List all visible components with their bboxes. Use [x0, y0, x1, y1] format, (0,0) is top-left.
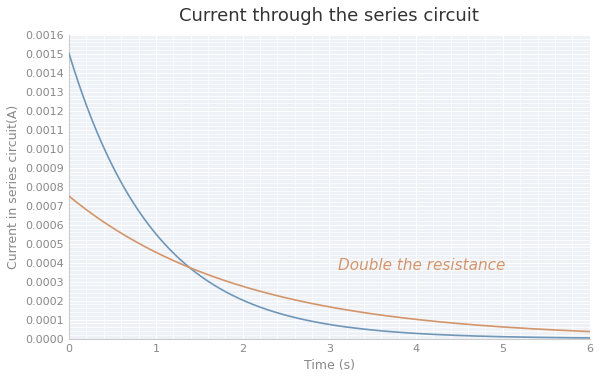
- X-axis label: Time (s): Time (s): [304, 359, 355, 372]
- Y-axis label: Current in series circuit(A): Current in series circuit(A): [7, 105, 20, 269]
- Text: Double the resistance: Double the resistance: [338, 258, 505, 273]
- Title: Current through the series circuit: Current through the series circuit: [179, 7, 479, 25]
